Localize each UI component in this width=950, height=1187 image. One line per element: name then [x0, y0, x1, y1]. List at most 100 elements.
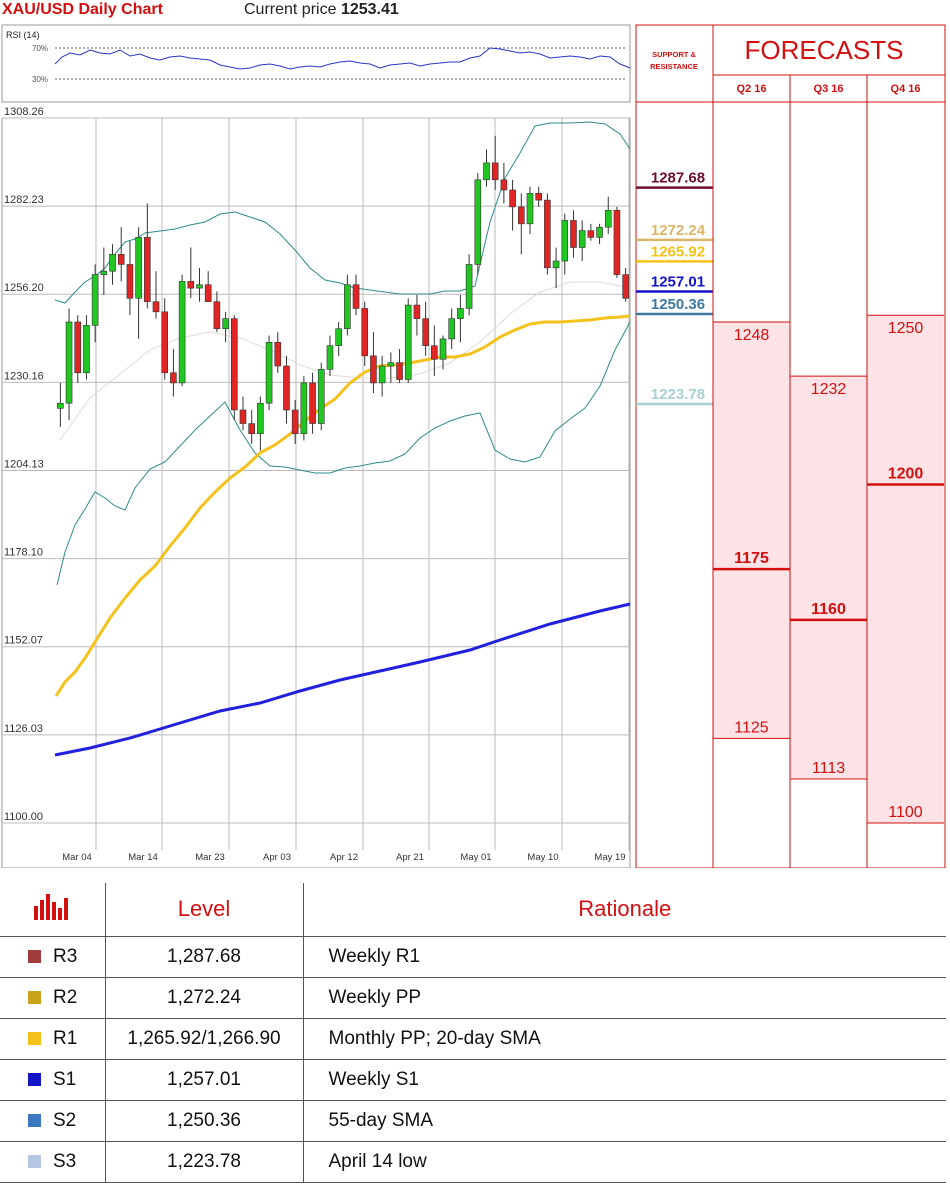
- row-code: S2: [53, 1109, 77, 1131]
- forecast-mid: 1160: [811, 601, 846, 618]
- chart-title: XAU/USD Daily Chart: [2, 1, 163, 18]
- sr-level-value: 1250.36: [651, 296, 705, 313]
- candle: [170, 349, 177, 397]
- candle: [109, 244, 116, 285]
- candle: [396, 349, 403, 383]
- table-row: R3 1,287.68 Weekly R1: [0, 936, 946, 978]
- candle: [100, 247, 108, 295]
- forecast-high: 1248: [734, 327, 770, 344]
- table-row: S2 1,250.36 55-day SMA: [0, 1100, 946, 1142]
- candle: [517, 193, 525, 255]
- x-axis-labels: Mar 04 Mar 14 Mar 23 Apr 03 Apr 12 Apr 21 May …: [62, 852, 625, 863]
- row-level: 1,250.36: [105, 1100, 304, 1142]
- forecast-column-label: Q3 16: [814, 83, 844, 95]
- sma-200-line: [54, 602, 631, 757]
- sr-levels: 1287.68 1272.24 1265.92 1257.01 1250.36 1223.…: [636, 170, 713, 406]
- sma-55-line: [54, 314, 631, 697]
- levels-table-body: R3 1,287.68 Weekly R1 R2 1,272.24 Weekly PP R1…: [0, 936, 946, 1183]
- forecast-columns: Q2 16 1248 1175 1125 Q3 16 1232 1160 1113 Q4 16 1…: [713, 83, 944, 824]
- y-tick-label: 1282.23: [4, 194, 44, 206]
- candle: [491, 135, 499, 190]
- row-code: R1: [53, 1027, 78, 1049]
- candle: [265, 335, 273, 411]
- x-tick-label: Mar 23: [195, 852, 225, 863]
- support-resistance-panel: SUPPORT & RESISTANCE 1287.68 1272.24 1265.…: [635, 24, 714, 868]
- row-level: 1,223.78: [105, 1141, 304, 1183]
- rsi-level-70: 70%: [32, 44, 48, 53]
- candle: [291, 399, 299, 444]
- candle: [300, 376, 308, 441]
- forecast-low: 1125: [734, 719, 769, 736]
- candle: [187, 247, 195, 299]
- row-rationale: Weekly R1: [303, 936, 946, 978]
- x-tick-label: May 01: [460, 852, 491, 863]
- row-level: 1,257.01: [105, 1059, 304, 1101]
- bollinger-lower-band: [56, 321, 631, 586]
- candle: [596, 223, 603, 245]
- candle: [326, 335, 334, 377]
- candle: [535, 186, 542, 207]
- candle: [370, 332, 377, 394]
- candle: [465, 254, 473, 316]
- bollinger-upper-band: [54, 121, 631, 304]
- y-tick-label: 1152.07: [4, 635, 43, 647]
- candle: [144, 203, 151, 309]
- header-rationale: Rationale: [303, 883, 946, 937]
- y-tick-label: 1230.16: [4, 370, 44, 382]
- levels-table-header: Level Rationale: [0, 883, 946, 937]
- row-code: R3: [53, 945, 78, 967]
- candle: [196, 267, 203, 302]
- y-tick-label: 1204.13: [4, 459, 44, 471]
- candle: [135, 227, 142, 339]
- x-tick-label: Mar 14: [128, 852, 158, 863]
- x-tick-label: Apr 21: [396, 852, 424, 863]
- candle: [152, 271, 160, 319]
- y-axis-labels: 1308.26 1282.23 1256.20 1230.16 1204.13 1178.…: [4, 106, 44, 823]
- candle: [222, 311, 229, 343]
- row-code: S3: [53, 1150, 77, 1172]
- price-panel: 1308.26 1282.23 1256.20 1230.16 1204.13 1178.…: [1, 106, 631, 868]
- forecast-column-label: Q4 16: [891, 83, 921, 95]
- candle: [613, 206, 621, 278]
- row-code: S1: [53, 1068, 77, 1090]
- row-code-cell: S3: [0, 1141, 106, 1183]
- table-row: R2 1,272.24 Weekly PP: [0, 977, 946, 1019]
- row-code-cell: S1: [0, 1059, 106, 1101]
- candle: [230, 315, 238, 421]
- row-code-cell: R1: [0, 1018, 106, 1060]
- candle: [483, 149, 490, 187]
- candle: [257, 396, 264, 451]
- candle: [422, 301, 429, 356]
- y-tick-label: 1256.20: [4, 282, 44, 294]
- chart-grid: [2, 117, 630, 850]
- candle: [91, 264, 99, 343]
- forecasts-panel: FORECASTS Q2 16 1248 1175 1125 Q3 16 1232 1160…: [712, 24, 946, 868]
- forecast-mid: 1200: [888, 465, 924, 482]
- candle: [474, 173, 482, 275]
- row-rationale: 55-day SMA: [303, 1100, 946, 1142]
- candle: [387, 352, 395, 383]
- forecast-column-label: Q2 16: [737, 83, 767, 95]
- table-row: S3 1,223.78 April 14 low: [0, 1141, 946, 1183]
- candle: [352, 274, 360, 316]
- candle: [161, 298, 169, 380]
- current-price: Current price 1253.41: [244, 1, 399, 19]
- candle: [413, 294, 421, 336]
- levels-table: Level Rationale R3 1,287.68 Weekly R1 R2 1,2…: [0, 883, 946, 1183]
- candle: [204, 271, 212, 302]
- row-level: 1,272.24: [105, 977, 304, 1019]
- level-swatch: [28, 949, 41, 963]
- sr-heading-2: RESISTANCE: [650, 62, 698, 71]
- candle: [587, 223, 595, 241]
- candle: [57, 382, 64, 427]
- rsi-line: [54, 47, 631, 70]
- row-code-cell: S2: [0, 1100, 106, 1142]
- candle: [526, 186, 534, 234]
- candle: [439, 335, 447, 370]
- row-code-cell: R3: [0, 936, 106, 978]
- candle: [344, 274, 351, 336]
- level-swatch: [28, 1113, 41, 1127]
- rsi-level-30: 30%: [32, 75, 48, 84]
- row-rationale: Weekly S1: [303, 1059, 946, 1101]
- price-value: 1253.41: [340, 1, 399, 18]
